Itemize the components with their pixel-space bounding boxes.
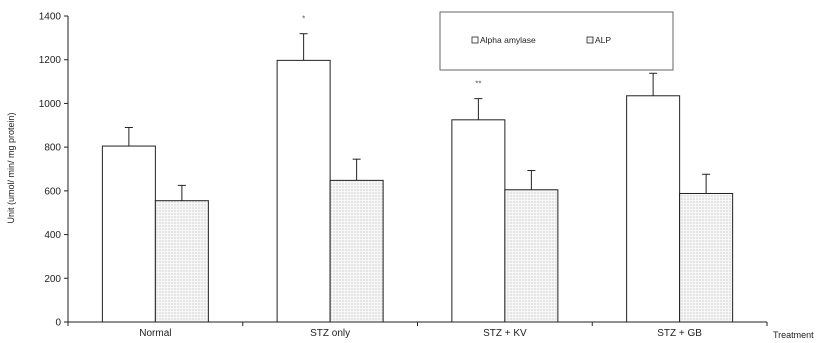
bar-series1-cat2	[504, 189, 559, 323]
bar-series0-cat2	[451, 119, 506, 323]
x-tick-label-0: Normal	[139, 328, 171, 339]
x-axis-title: Treatment	[773, 330, 814, 340]
legend-swatch-alpha-amylase	[471, 36, 479, 44]
legend-label-alp: ALP	[595, 35, 611, 45]
y-tick-label-0: 0	[55, 318, 61, 329]
y-tick-label-2: 400	[44, 230, 61, 241]
legend-swatch-alp	[586, 36, 594, 44]
legend: Alpha amylase ALP	[439, 11, 674, 71]
bars-group: ****	[101, 15, 734, 323]
bar-series1-cat0	[154, 200, 209, 323]
legend-label-alpha-amylase: Alpha amylase	[480, 35, 536, 45]
x-tick-label-1: STZ only	[310, 328, 350, 339]
y-tick-label-7: 1400	[39, 12, 62, 23]
y-tick-label-6: 1200	[39, 55, 62, 66]
y-tick-label-5: 1000	[39, 99, 62, 110]
y-tick-label-1: 200	[44, 274, 61, 285]
x-tick-label-3: STZ + GB	[657, 328, 702, 339]
y-axis-title: Unit (umol/ min/ mg protein)	[6, 112, 16, 223]
legend-box	[439, 11, 674, 71]
bar-series0-cat3	[626, 95, 681, 323]
bar-series0-cat0	[101, 145, 156, 323]
y-tick-label-4: 800	[44, 143, 61, 154]
y-axis: 0 200 400 600 800 1000 1200 1400	[39, 12, 69, 329]
y-tick-label-3: 600	[44, 186, 61, 197]
bar-series0-cat1	[276, 59, 331, 323]
significance-mark-0: *	[302, 15, 305, 24]
significance-mark-1: **	[475, 80, 481, 89]
bar-series1-cat3	[679, 192, 734, 323]
x-tick-label-2: STZ + KV	[483, 328, 527, 339]
x-axis: Normal STZ only STZ + KV STZ + GB	[67, 321, 768, 339]
bar-series1-cat1	[329, 179, 384, 323]
